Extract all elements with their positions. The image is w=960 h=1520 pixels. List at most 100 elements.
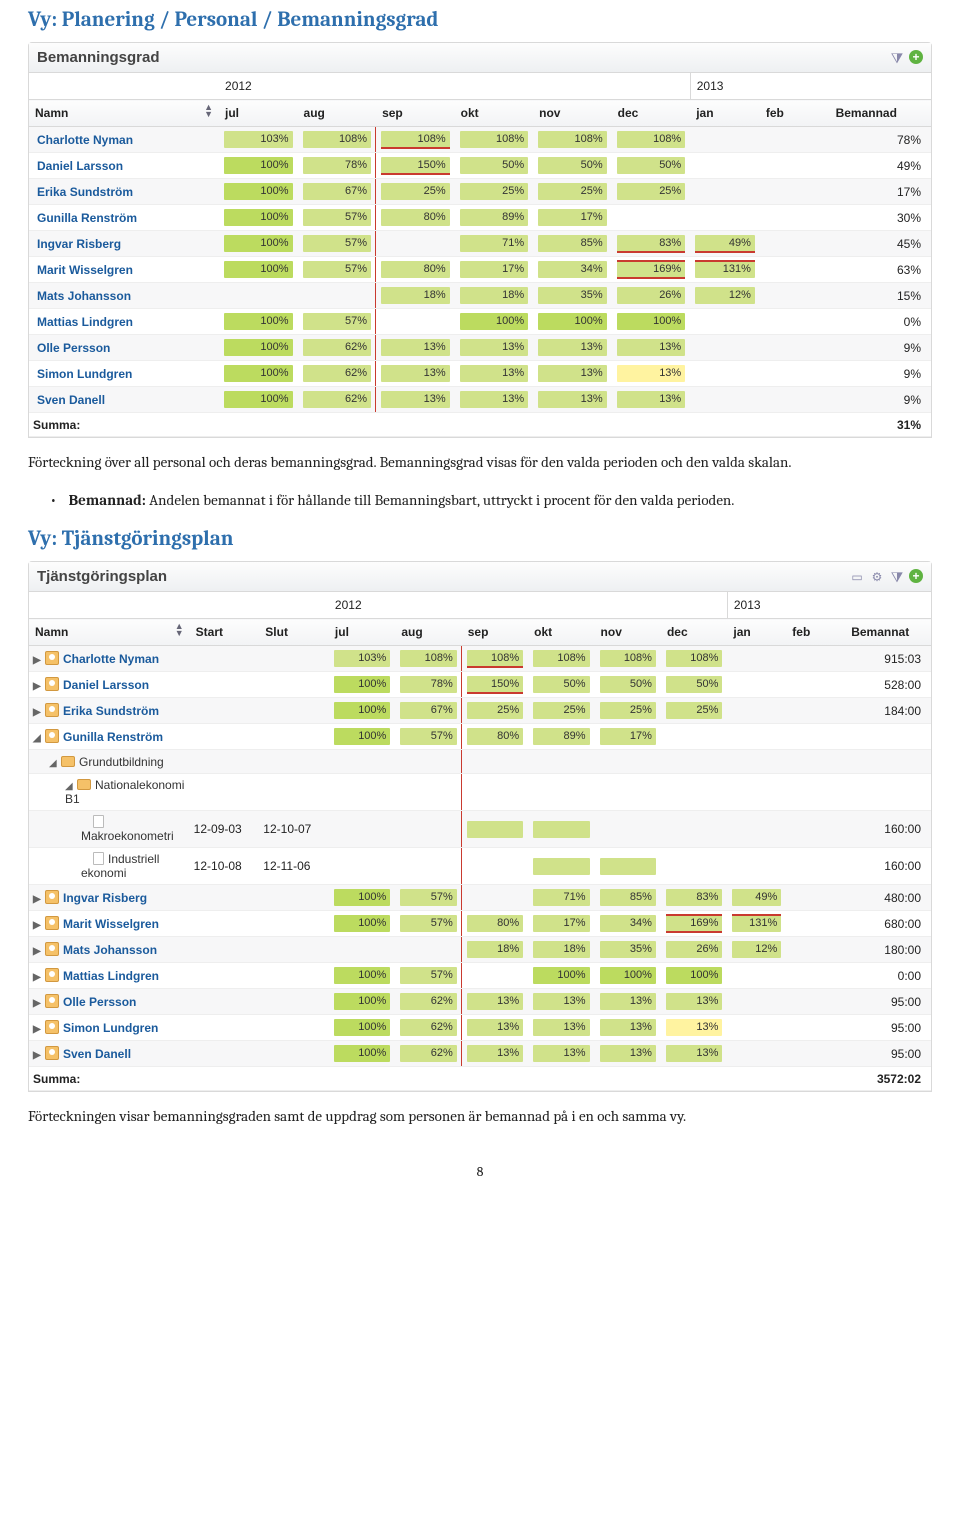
col-jan[interactable]: jan (690, 100, 760, 127)
col-slut[interactable]: Slut (259, 619, 329, 646)
col-dec[interactable]: dec (661, 619, 727, 646)
col-name[interactable]: Namn▲▼ (29, 100, 219, 127)
person-name[interactable]: ▶Mats Johansson (29, 937, 190, 963)
add-icon[interactable]: + (909, 50, 923, 64)
col-jul[interactable]: jul (219, 100, 298, 127)
col-feb[interactable]: feb (786, 619, 845, 646)
table-row[interactable]: Gunilla Renström100%57%80%89%17%30% (29, 205, 931, 231)
col-name[interactable]: Namn▲▼ (29, 619, 190, 646)
person-name[interactable]: Charlotte Nyman (29, 127, 219, 153)
col-okt[interactable]: okt (455, 100, 534, 127)
table-row[interactable]: ▶Industriell ekonomi12-10-0812-11-06160:… (29, 848, 931, 885)
person-name[interactable]: Sven Danell (29, 387, 219, 413)
col-aug[interactable]: aug (395, 619, 461, 646)
person-name[interactable]: ▶Erika Sundström (29, 698, 190, 724)
document-name[interactable]: ▶Industriell ekonomi (29, 848, 190, 885)
table-row[interactable]: Ingvar Risberg100%57%71%85%83%49%45% (29, 231, 931, 257)
document-icon (93, 815, 104, 828)
person-name[interactable]: ▶Marit Wisselgren (29, 911, 190, 937)
sort-icon[interactable]: ▲▼ (175, 623, 184, 637)
expand-icon[interactable]: ▶ (33, 920, 43, 931)
expand-icon[interactable]: ▶ (33, 1050, 43, 1061)
settings-icon[interactable] (869, 569, 885, 585)
table-row[interactable]: Mattias Lindgren100%57%100%100%100%0% (29, 309, 931, 335)
table-row[interactable]: ▶Erika Sundström100%67%25%25%25%25%184:0… (29, 698, 931, 724)
person-name[interactable]: Daniel Larsson (29, 153, 219, 179)
table-row[interactable]: ▶Mattias Lindgren100%57%100%100%100%0:00 (29, 963, 931, 989)
expand-icon[interactable]: ◢ (65, 781, 75, 792)
table-row[interactable]: ▶Makroekonometri12-09-0312-10-07160:00 (29, 811, 931, 848)
person-name[interactable]: Gunilla Renström (29, 205, 219, 231)
person-name[interactable]: Marit Wisselgren (29, 257, 219, 283)
expand-icon[interactable]: ▶ (33, 972, 43, 983)
percent-cell (786, 1041, 845, 1067)
filter-icon[interactable] (889, 50, 905, 66)
panel-header: Bemanningsgrad + (29, 43, 931, 73)
table-row[interactable]: ◢Nationalekonomi B1 (29, 774, 931, 811)
person-name[interactable]: ▶Charlotte Nyman (29, 646, 190, 672)
table-row[interactable]: ▶Simon Lundgren100%62%13%13%13%13%95:00 (29, 1015, 931, 1041)
filter-icon[interactable] (889, 569, 905, 585)
person-name[interactable]: Simon Lundgren (29, 361, 219, 387)
table-row[interactable]: Charlotte Nyman103%108%108%108%108%108%7… (29, 127, 931, 153)
table-row[interactable]: ◢Grundutbildning (29, 750, 931, 774)
table-row[interactable]: ▶Sven Danell100%62%13%13%13%13%95:00 (29, 1041, 931, 1067)
col-nov[interactable]: nov (595, 619, 661, 646)
person-name[interactable]: ▶Sven Danell (29, 1041, 190, 1067)
col-bemannat[interactable]: Bemannat (845, 619, 931, 646)
person-name[interactable]: Mattias Lindgren (29, 309, 219, 335)
table-row[interactable]: Sven Danell100%62%13%13%13%13%9% (29, 387, 931, 413)
expand-icon[interactable]: ▶ (33, 946, 43, 957)
person-name[interactable]: ▶Ingvar Risberg (29, 885, 190, 911)
col-aug[interactable]: aug (298, 100, 377, 127)
expand-icon[interactable]: ▶ (33, 894, 43, 905)
table-row[interactable]: ▶Ingvar Risberg100%57%71%85%83%49%480:00 (29, 885, 931, 911)
col-start[interactable]: Start (190, 619, 260, 646)
col-jul[interactable]: jul (329, 619, 395, 646)
person-name[interactable]: ▶Olle Persson (29, 989, 190, 1015)
col-jan[interactable]: jan (727, 619, 786, 646)
col-feb[interactable]: feb (760, 100, 830, 127)
table-row[interactable]: Marit Wisselgren100%57%80%17%34%169%131%… (29, 257, 931, 283)
table-row[interactable]: Mats Johansson18%18%35%26%12%15% (29, 283, 931, 309)
person-name[interactable]: ▶Simon Lundgren (29, 1015, 190, 1041)
expand-icon[interactable]: ▶ (33, 998, 43, 1009)
expand-icon[interactable]: ▶ (33, 681, 43, 692)
expand-icon[interactable]: ▶ (33, 655, 43, 666)
folder-name[interactable]: ◢Grundutbildning (29, 750, 190, 774)
collapse-icon[interactable] (849, 569, 865, 585)
person-name[interactable]: Erika Sundström (29, 179, 219, 205)
folder-name[interactable]: ◢Nationalekonomi B1 (29, 774, 190, 811)
col-bemannad[interactable]: Bemannad (830, 100, 931, 127)
table-row[interactable]: ◢Gunilla Renström100%57%80%89%17% (29, 724, 931, 750)
person-name[interactable]: ◢Gunilla Renström (29, 724, 190, 750)
col-okt[interactable]: okt (528, 619, 594, 646)
person-name[interactable]: Ingvar Risberg (29, 231, 219, 257)
expand-icon[interactable]: ◢ (49, 758, 59, 769)
person-name[interactable]: Mats Johansson (29, 283, 219, 309)
percent-cell: 100% (612, 309, 691, 335)
table-row[interactable]: ▶Mats Johansson18%18%35%26%12%180:00 (29, 937, 931, 963)
document-name[interactable]: ▶Makroekonometri (29, 811, 190, 848)
col-dec[interactable]: dec (612, 100, 691, 127)
table-row[interactable]: Erika Sundström100%67%25%25%25%25%17% (29, 179, 931, 205)
person-name[interactable]: Olle Persson (29, 335, 219, 361)
col-sep[interactable]: sep (376, 100, 455, 127)
table-row[interactable]: Olle Persson100%62%13%13%13%13%9% (29, 335, 931, 361)
table-row[interactable]: Simon Lundgren100%62%13%13%13%13%9% (29, 361, 931, 387)
percent-cell (690, 361, 760, 387)
expand-icon[interactable]: ▶ (33, 1024, 43, 1035)
expand-icon[interactable]: ◢ (33, 733, 43, 744)
table-row[interactable]: ▶Olle Persson100%62%13%13%13%13%95:00 (29, 989, 931, 1015)
col-nov[interactable]: nov (533, 100, 612, 127)
table-row[interactable]: ▶Marit Wisselgren100%57%80%17%34%169%131… (29, 911, 931, 937)
col-sep[interactable]: sep (462, 619, 528, 646)
sort-icon[interactable]: ▲▼ (204, 104, 213, 118)
expand-icon[interactable]: ▶ (33, 707, 43, 718)
table-row[interactable]: Daniel Larsson100%78%150%50%50%50%49% (29, 153, 931, 179)
table-row[interactable]: ▶Charlotte Nyman103%108%108%108%108%108%… (29, 646, 931, 672)
add-icon[interactable]: + (909, 569, 923, 583)
table-row[interactable]: ▶Daniel Larsson100%78%150%50%50%50%528:0… (29, 672, 931, 698)
person-name[interactable]: ▶Mattias Lindgren (29, 963, 190, 989)
person-name[interactable]: ▶Daniel Larsson (29, 672, 190, 698)
